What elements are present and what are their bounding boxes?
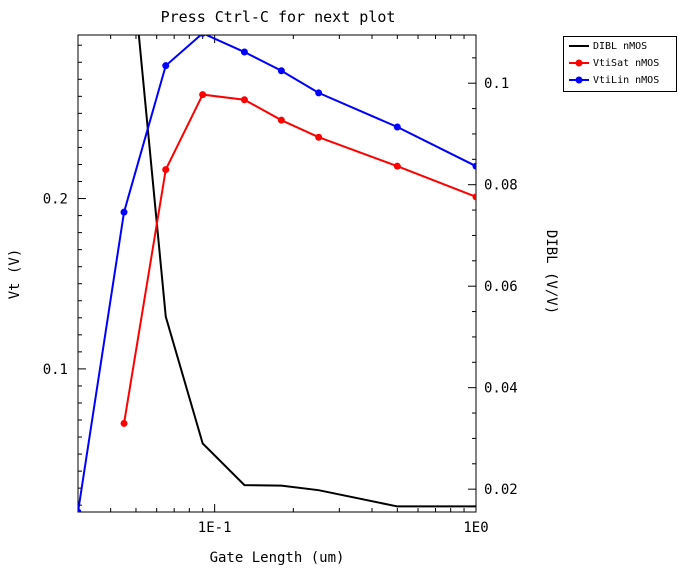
series-point-1 [277, 116, 285, 124]
series-point-2 [78, 508, 82, 512]
y-right-tick-label: 0.06 [484, 279, 518, 295]
legend-label-dibl: DIBL nMOS [593, 40, 648, 52]
series-point-2 [240, 48, 248, 56]
series-point-1 [240, 96, 248, 104]
chart-title: Press Ctrl-C for next plot [161, 8, 396, 26]
series-line-1 [123, 93, 476, 424]
legend-label-vtisat: VtiSat nMOS [593, 57, 660, 69]
series-group [78, 35, 476, 512]
series-point-1 [162, 166, 170, 174]
legend-swatch-vtilin [569, 76, 589, 84]
y-right-tick-label: 0.1 [484, 76, 509, 92]
series-point-2 [162, 62, 170, 70]
x-tick-label: 1E0 [463, 520, 488, 536]
legend-item-vtisat: VtiSat nMOS [568, 56, 659, 70]
series-point-2 [120, 208, 128, 216]
legend-swatch-dibl [569, 45, 589, 47]
series-point-1 [120, 419, 128, 427]
series-point-1 [393, 162, 401, 170]
series-point-2 [315, 89, 323, 97]
x-tick-label: 1E-1 [198, 520, 232, 536]
axis-ticks [77, 35, 477, 512]
series-point-2 [393, 123, 401, 131]
series-line-2 [78, 35, 476, 512]
series-line-0 [137, 35, 476, 508]
series-point-2 [199, 35, 206, 37]
tick-labels: 1E-1 1E0 0.1 0.2 0.02 0.04 0.06 0.08 0.1 [43, 76, 518, 536]
y-axis-right-label: DIBL (V/V) [543, 230, 559, 314]
y-right-tick-label: 0.02 [484, 482, 518, 498]
series-point-1 [472, 193, 476, 201]
y-left-tick-label: 0.1 [43, 362, 68, 378]
legend-item-dibl: DIBL nMOS [568, 39, 647, 53]
series-point-1 [199, 91, 207, 99]
legend-label-vtilin: VtiLin nMOS [593, 74, 660, 86]
series-point-2 [277, 67, 285, 75]
y-right-tick-label: 0.04 [484, 381, 518, 397]
legend-item-vtilin: VtiLin nMOS [568, 73, 659, 87]
y-axis-left-label: Vt (V) [7, 249, 23, 300]
y-right-tick-label: 0.08 [484, 178, 518, 194]
series-point-1 [315, 133, 323, 141]
x-axis-label: Gate Length (um) [210, 550, 345, 566]
plot-area [77, 34, 477, 513]
y-left-tick-label: 0.2 [43, 192, 68, 208]
series-point-2 [472, 162, 476, 170]
legend: DIBL nMOS VtiSat nMOS VtiLin nMOS [563, 36, 677, 92]
legend-swatch-vtisat [569, 59, 589, 67]
